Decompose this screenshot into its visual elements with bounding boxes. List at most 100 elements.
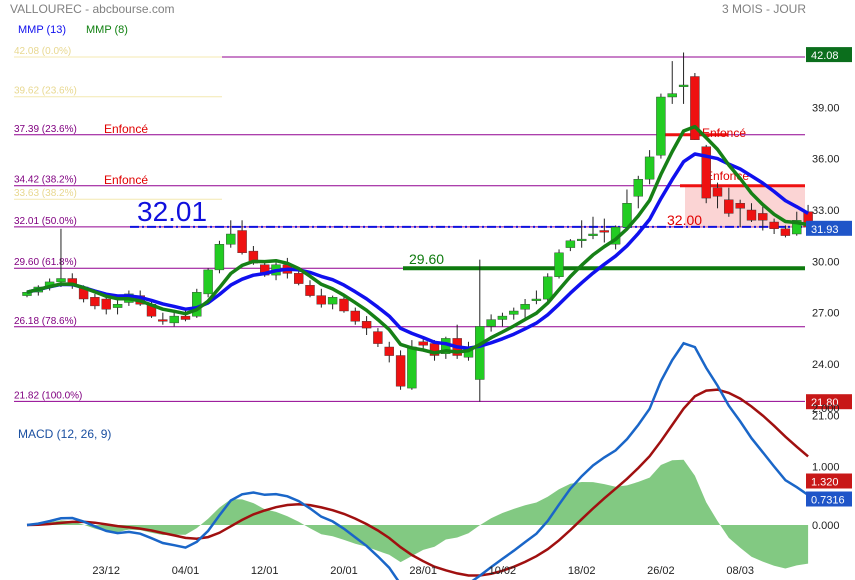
price-tag-low (806, 394, 852, 410)
fib-label: 42.08 (0.0%) (14, 46, 71, 57)
date-tick-label: 08/03 (726, 565, 754, 577)
candle-up (169, 315, 179, 324)
candle-up (644, 156, 655, 180)
candle-down (361, 321, 372, 329)
date-axis: 23/12 04/01 12/01 20/01 28/01 10/02 18/02 26/02… (92, 565, 754, 577)
price-tag-label: 21.80 (811, 397, 839, 409)
candle-down (712, 187, 723, 197)
candle-up (792, 220, 802, 235)
candle-down (418, 341, 428, 346)
macd-tag-label: 0.7316 (811, 495, 845, 507)
chart-period: 3 MOIS - JOUR (722, 2, 806, 16)
price-axis: 39.00 36.00 33.00 30.00 27.00 24.00 21.00 (812, 102, 840, 422)
candle-up (112, 304, 123, 308)
candle-up (486, 319, 496, 327)
candle-up (327, 297, 338, 305)
price-tick-label: 27.00 (812, 308, 840, 320)
candle-up (203, 269, 213, 295)
macd-line (26, 341, 809, 580)
chart-title: VALLOUREC - abcbourse.com (10, 2, 175, 16)
price-tag-high (806, 47, 852, 63)
price-tags: 42.08 31.93 21.80 (806, 47, 852, 410)
candle-up (497, 315, 508, 320)
annotations: 32.01 29.60 32.00 Enfoncé Enfoncé Enfoncé Enfo… (104, 122, 805, 271)
macd-tag-signal (806, 473, 852, 489)
candle-down (316, 295, 326, 305)
macd-tick-label: 1.000 (812, 462, 840, 474)
enfonce-label: Enfoncé (702, 126, 746, 140)
mma8-line (26, 124, 809, 355)
date-tick-label: 12/01 (251, 565, 279, 577)
macd-tag-label: 1.320 (811, 477, 839, 489)
macd-signal-line (26, 388, 809, 577)
enfonce-label: Enfoncé (705, 169, 749, 183)
resistance-label: 32.00 (667, 212, 702, 228)
price-tick-label: 39.00 (812, 102, 840, 114)
enfonce-label: Enfoncé (104, 122, 148, 136)
candle-down (384, 346, 394, 356)
date-tick-label: 10/02 (489, 565, 517, 577)
candle-down (758, 213, 768, 221)
enfonce-label: Enfoncé (104, 173, 148, 187)
candle-up (214, 243, 225, 271)
price-tag-label: 31.93 (811, 224, 839, 236)
fib-label: 39.62 (23.6%) (14, 86, 77, 97)
macd-panel: 2.000 1.000 0.000 1.320 0.7316 (26, 341, 852, 580)
candle-up (588, 233, 598, 236)
candle-down (237, 230, 247, 253)
price-tick-label: 36.00 (812, 154, 840, 166)
price-tag-last (806, 220, 852, 236)
candle-down (395, 355, 406, 387)
candle-down (158, 319, 168, 322)
fib-label: 26.18 (78.6%) (14, 316, 77, 327)
candle-down (305, 285, 315, 296)
price-tick-label: 33.00 (812, 205, 840, 217)
candle-down (701, 146, 711, 199)
candle-down (599, 230, 609, 233)
level-32-01-label: 32.01 (137, 196, 207, 227)
date-tick-label: 23/12 (92, 565, 120, 577)
candle-up (407, 346, 417, 389)
price-tick-label: 30.00 (812, 256, 840, 268)
support-label: 29.60 (409, 251, 444, 267)
candle-up (509, 310, 519, 315)
candle-down (350, 310, 360, 322)
candle-up (56, 278, 66, 283)
fib-label: 21.82 (100.0%) (14, 390, 82, 401)
candle-up (667, 93, 677, 98)
fib-label: 33.63 (38.2%) (14, 188, 77, 199)
candle-up (543, 276, 553, 300)
macd-tick-label: 2.000 (812, 403, 840, 415)
macd-histogram (27, 459, 809, 569)
candle-down (90, 297, 100, 307)
candle-down (294, 273, 304, 284)
macd-title: MACD (12, 26, 9) (18, 427, 111, 441)
macd-tag-macd (806, 491, 852, 507)
candle-up (554, 252, 564, 278)
price-tag-label: 42.08 (811, 50, 839, 62)
candle-up (656, 96, 666, 156)
fib-label: 32.01 (50.0%) (14, 216, 77, 227)
candle-down (780, 228, 791, 236)
candle-up (633, 178, 643, 197)
candle-down (339, 298, 349, 312)
candle-down (373, 331, 383, 344)
fib-label: 37.39 (23.6%) (14, 124, 77, 135)
candle-down (180, 315, 191, 320)
candle-up (678, 84, 689, 87)
fib-label: 29.60 (61.8%) (14, 257, 77, 268)
candle-up (226, 233, 236, 245)
candle-down (746, 209, 757, 221)
date-tick-label: 26/02 (647, 565, 675, 577)
candle-down (735, 202, 745, 209)
date-tick-label: 20/01 (330, 565, 358, 577)
date-tick-label: 04/01 (172, 565, 200, 577)
legend-mma13: MMP (13) (18, 24, 66, 36)
candle-up (531, 298, 542, 301)
moving-averages (26, 124, 809, 355)
legend-mma8: MMP (8) (86, 24, 128, 36)
candle-down (769, 221, 779, 230)
candle-up (577, 238, 587, 242)
price-tick-label: 21.00 (812, 410, 840, 422)
